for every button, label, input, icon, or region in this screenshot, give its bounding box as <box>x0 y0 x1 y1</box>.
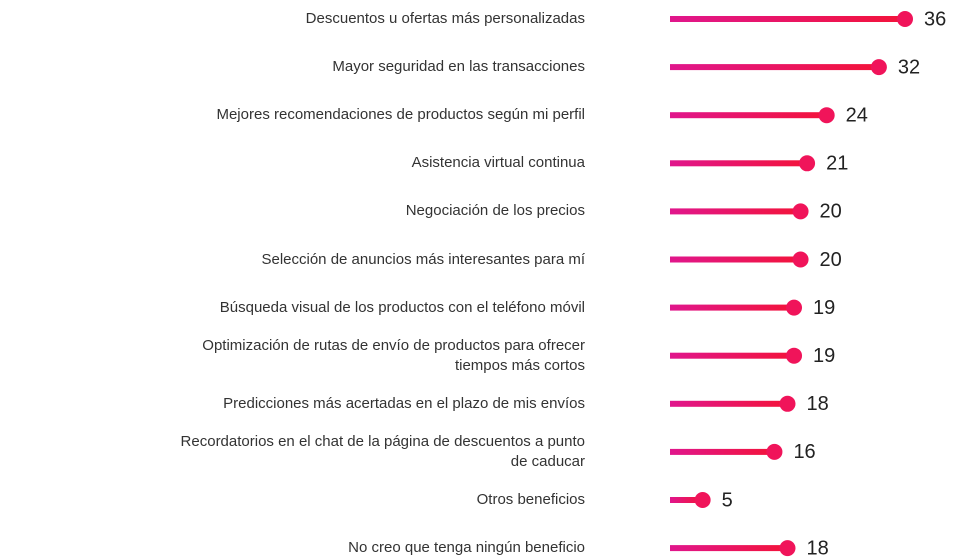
value-label: 5 <box>722 489 733 511</box>
value-label: 20 <box>820 201 842 223</box>
dot <box>818 107 835 124</box>
category-label: Negociación de los precios <box>405 202 585 220</box>
dot <box>694 492 711 508</box>
category-label: Búsqueda visual de los productos con el … <box>219 298 585 316</box>
category-label: Recordatorios en el chat de la página de… <box>180 432 585 470</box>
value-label: 36 <box>924 8 946 30</box>
dot <box>786 347 803 364</box>
bar <box>670 304 795 311</box>
bar <box>670 112 827 119</box>
category-label: Selección de anuncios más interesantes p… <box>261 250 585 268</box>
dot <box>779 540 796 557</box>
dot <box>786 299 803 316</box>
category-label: Optimización de rutas de envío de produc… <box>202 336 585 374</box>
dot <box>870 59 887 76</box>
bar <box>670 64 879 71</box>
category-label: No creo que tenga ningún beneficio <box>348 539 585 557</box>
bar <box>670 160 808 167</box>
dot <box>897 11 913 27</box>
category-label: Otros beneficios <box>476 491 585 508</box>
value-label: 19 <box>813 345 835 367</box>
value-label: 16 <box>793 441 815 463</box>
bar <box>670 497 703 503</box>
value-label: 18 <box>807 393 829 415</box>
category-label: Descuentos u ofertas más personalizadas <box>305 10 585 27</box>
bar <box>670 545 788 552</box>
value-label: 24 <box>846 104 868 126</box>
bar <box>670 208 801 215</box>
value-label: 21 <box>826 153 848 175</box>
value-label: 18 <box>807 537 829 559</box>
bar <box>670 16 905 22</box>
value-label: 32 <box>898 56 920 78</box>
bar <box>670 352 795 359</box>
bar <box>670 256 801 263</box>
dot <box>792 203 809 220</box>
value-label: 19 <box>813 297 835 319</box>
category-label: Mayor seguridad en las transacciones <box>332 58 585 76</box>
category-label: Predicciones más acertadas en el plazo d… <box>223 394 585 412</box>
bar <box>670 400 788 407</box>
dot <box>779 395 796 412</box>
dot <box>792 251 809 268</box>
category-label: Mejores recomendaciones de productos seg… <box>216 106 585 124</box>
bar <box>670 448 775 455</box>
dot <box>799 155 816 172</box>
dot <box>766 443 783 460</box>
value-label: 20 <box>820 249 842 271</box>
category-label: Asistencia virtual continua <box>411 154 585 172</box>
